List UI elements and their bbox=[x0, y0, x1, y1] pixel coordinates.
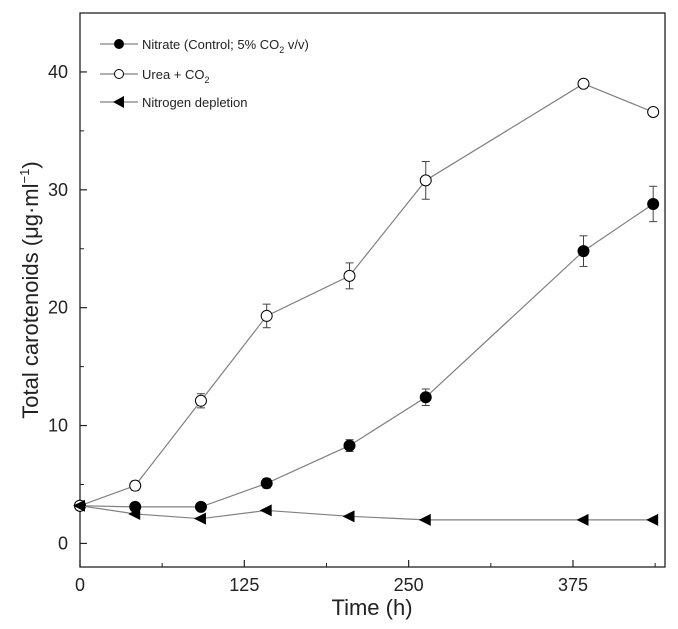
data-point bbox=[419, 174, 432, 187]
data-point bbox=[260, 309, 273, 322]
y-tick-label: 20 bbox=[48, 298, 68, 318]
data-point bbox=[647, 197, 660, 210]
y-tick-label: 30 bbox=[48, 180, 68, 200]
data-point bbox=[129, 479, 142, 492]
data-point bbox=[646, 513, 659, 526]
series-line bbox=[79, 83, 654, 507]
x-axis-title: Time (h) bbox=[331, 595, 412, 620]
legend-entry-nitrogen-depletion: Nitrogen depletion bbox=[100, 95, 248, 110]
legend-label-nitrogen-depletion: Nitrogen depletion bbox=[142, 95, 248, 110]
data-point bbox=[128, 507, 141, 520]
series-0 bbox=[74, 185, 660, 513]
data-point bbox=[418, 513, 431, 526]
legend-label-urea: Urea + CO2 bbox=[142, 67, 210, 85]
data-point bbox=[577, 77, 590, 90]
legend-entry-nitrate: Nitrate (Control; 5% CO2 v/v) bbox=[100, 37, 309, 55]
legend-marker-filled-circle bbox=[114, 39, 124, 49]
axes-layer bbox=[79, 12, 666, 568]
data-point bbox=[194, 394, 207, 407]
x-tick-label: 0 bbox=[75, 575, 85, 595]
series-1 bbox=[74, 77, 660, 512]
data-point bbox=[73, 499, 85, 512]
series-layer bbox=[73, 77, 660, 526]
series-line bbox=[79, 203, 654, 508]
ticks-layer: 0 125 250 375 0 10 20 30 40 bbox=[48, 12, 656, 595]
series-line bbox=[79, 505, 654, 521]
legend-label-nitrate: Nitrate (Control; 5% CO2 v/v) bbox=[142, 37, 309, 55]
data-point bbox=[194, 500, 207, 513]
y-tick-label: 10 bbox=[48, 416, 68, 436]
x-tick-label: 250 bbox=[394, 575, 424, 595]
data-point bbox=[576, 513, 589, 526]
data-point bbox=[342, 510, 355, 523]
series-2 bbox=[73, 499, 659, 526]
legend-entry-urea: Urea + CO2 bbox=[100, 67, 210, 85]
data-point bbox=[647, 106, 660, 119]
data-point bbox=[193, 512, 206, 525]
plot-frame bbox=[79, 12, 666, 568]
y-axis-title: Total carotenoids (μg·ml−1) bbox=[17, 161, 43, 418]
data-point bbox=[343, 269, 356, 282]
legend: Nitrate (Control; 5% CO2 v/v) Urea + CO2… bbox=[100, 37, 309, 110]
legend-marker-open-circle bbox=[114, 69, 124, 79]
x-tick-label: 125 bbox=[229, 575, 259, 595]
y-tick-label: 40 bbox=[48, 62, 68, 82]
data-point bbox=[259, 504, 272, 517]
data-point bbox=[577, 245, 590, 258]
legend-marker-left-triangle bbox=[113, 96, 124, 108]
y-tick-label: 0 bbox=[58, 533, 68, 553]
data-point bbox=[260, 477, 273, 490]
data-point bbox=[343, 439, 356, 452]
data-point bbox=[419, 391, 432, 404]
x-tick-label: 375 bbox=[558, 575, 588, 595]
